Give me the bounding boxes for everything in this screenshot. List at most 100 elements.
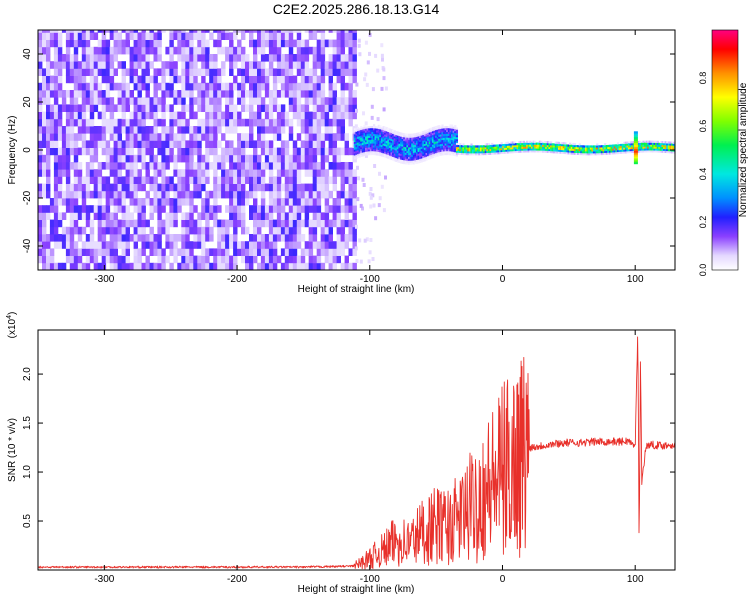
heatmap-cell [358, 238, 362, 243]
heatmap-cell [137, 75, 142, 84]
heatmap-cell [288, 39, 294, 48]
heatmap-cell [89, 176, 95, 184]
heatmap-cell [53, 241, 59, 249]
heatmap-cell [377, 144, 380, 147]
heatmap-cell [384, 130, 387, 133]
heatmap-cell [292, 30, 298, 33]
heatmap-cell [113, 82, 118, 91]
heatmap-cell [153, 118, 158, 127]
heatmap-cell [141, 118, 146, 127]
heatmap-cell [284, 140, 290, 148]
heatmap-cell [433, 155, 436, 158]
heatmap-cell [336, 118, 341, 127]
heatmap-cell [420, 131, 423, 134]
heatmap-cell [85, 162, 91, 170]
heatmap-cell [233, 219, 238, 228]
heatmap-cell [438, 128, 441, 132]
heatmap-cell [73, 169, 79, 177]
heatmap-cell [161, 61, 166, 69]
heatmap-cell [169, 219, 174, 228]
heatmap-cell [288, 219, 294, 228]
heatmap-cell [588, 151, 591, 154]
heatmap-cell [398, 132, 401, 135]
heatmap-cell [663, 150, 666, 153]
heatmap-cell [49, 198, 55, 206]
heatmap-cell [388, 153, 392, 156]
heatmap-cell [253, 219, 258, 228]
heatmap-cell [38, 226, 43, 235]
heatmap-cell [396, 145, 399, 148]
heatmap-cell [416, 155, 419, 159]
heatmap-cell [324, 61, 330, 69]
heatmap-cell [439, 136, 442, 139]
heatmap-cell [181, 46, 186, 55]
heatmap-cell [93, 104, 99, 112]
heatmap-cell [97, 169, 103, 177]
heatmap-cell [157, 183, 162, 192]
heatmap-cell [344, 30, 349, 33]
heatmap-cell [642, 144, 645, 147]
heatmap-cell [502, 144, 505, 147]
heatmap-cell [377, 134, 380, 137]
heatmap-cell [141, 241, 146, 249]
heatmap-cell [217, 118, 222, 127]
heatmap-cell [435, 149, 438, 152]
heatmap-cell [417, 147, 420, 150]
heatmap-cell [133, 219, 138, 228]
heatmap-cell [113, 46, 118, 55]
heatmap-cell [81, 54, 87, 62]
heatmap-cell [177, 140, 182, 148]
heatmap-cell [268, 32, 274, 40]
heatmap-cell [384, 126, 387, 129]
heatmap-cell [189, 262, 194, 270]
heatmap-cell [316, 30, 322, 33]
heatmap-cell [364, 72, 368, 77]
heatmap-cell [225, 176, 230, 184]
heatmap-cell [153, 205, 158, 213]
heatmap-cell [328, 262, 333, 270]
heatmap-cell [213, 190, 218, 199]
heatmap-cell [443, 137, 446, 140]
heatmap-cell [229, 111, 234, 120]
heatmap-cell [629, 147, 632, 150]
heatmap-cell [38, 97, 43, 105]
heatmap-cell [49, 255, 55, 264]
heatmap-cell [427, 148, 430, 151]
heatmap-cell [312, 241, 318, 249]
y-tick-label: 20 [22, 96, 33, 108]
heatmap-cell [373, 124, 376, 127]
heatmap-cell [476, 147, 479, 150]
heatmap-cell [300, 140, 306, 148]
colorbar-tick-label: 0.0 [698, 264, 708, 277]
heatmap-cell [201, 212, 206, 220]
heatmap-cell [369, 151, 372, 154]
heatmap-cell [328, 90, 333, 98]
heatmap-cell [666, 145, 669, 148]
heatmap-cell [363, 153, 366, 157]
heatmap-cell [340, 39, 345, 48]
heatmap-cell [425, 148, 428, 152]
heatmap-cell [559, 151, 562, 154]
heatmap-cell [57, 169, 63, 177]
heatmap-cell [357, 155, 360, 159]
heatmap-cell [427, 138, 430, 141]
heatmap-cell [129, 140, 134, 148]
heatmap-cell [133, 111, 138, 120]
heatmap-cell [181, 97, 186, 105]
heatmap-cell [438, 150, 441, 153]
heatmap-cell [276, 104, 282, 112]
heatmap-cell [336, 30, 341, 33]
heatmap-cell [161, 226, 166, 235]
heatmap-cell [527, 148, 530, 151]
heatmap-cell [455, 139, 458, 142]
heatmap-cell [46, 241, 51, 249]
heatmap-cell [137, 32, 142, 40]
heatmap-cell [272, 262, 278, 270]
heatmap-cell [201, 90, 206, 98]
heatmap-cell [472, 149, 475, 152]
heatmap-cell [237, 90, 242, 98]
heatmap-cell [355, 259, 359, 263]
heatmap-cell [93, 154, 99, 163]
heatmap-cell [637, 148, 640, 151]
heatmap-cell [503, 145, 506, 148]
